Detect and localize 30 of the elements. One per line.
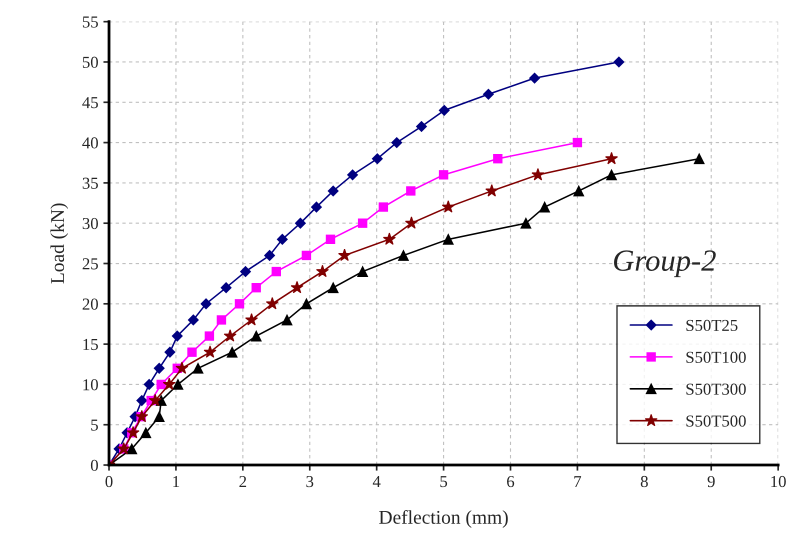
legend-label: S50T25 bbox=[686, 320, 738, 332]
x-tick-label: 7 bbox=[574, 476, 582, 488]
y-tick-label: 40 bbox=[82, 137, 98, 149]
y-tick-label: 25 bbox=[82, 258, 98, 270]
y-tick-label: 20 bbox=[82, 298, 98, 310]
legend-label: S50T500 bbox=[686, 415, 746, 427]
x-tick-label: 1 bbox=[173, 476, 180, 488]
y-tick-label: 0 bbox=[90, 460, 98, 471]
y-tick-label: 55 bbox=[82, 16, 98, 28]
x-tick-label: 4 bbox=[372, 476, 381, 488]
x-tick-label: 0 bbox=[105, 476, 113, 488]
annotation: Group-2 bbox=[614, 250, 716, 278]
legend-label: S50T300 bbox=[686, 384, 746, 395]
x-tick-label: 9 bbox=[708, 476, 715, 488]
x-tick-label: 2 bbox=[239, 476, 246, 488]
y-axis-title: Load (kN) bbox=[50, 203, 68, 284]
x-axis-title: Deflection (mm) bbox=[379, 510, 508, 528]
x-tick-label: 3 bbox=[306, 476, 314, 488]
y-tick-label: 45 bbox=[82, 97, 98, 108]
y-tick-label: 10 bbox=[83, 379, 98, 390]
y-tick-label: 15 bbox=[83, 338, 98, 350]
x-tick-label: 10 bbox=[771, 476, 786, 488]
x-tick-label: 5 bbox=[440, 476, 448, 488]
y-tick-label: 30 bbox=[82, 218, 98, 230]
y-tick-label: 35 bbox=[82, 178, 98, 189]
legend-label: S50T100 bbox=[686, 352, 746, 363]
y-tick-label: 50 bbox=[82, 56, 98, 68]
x-tick-label: 8 bbox=[640, 476, 648, 488]
x-tick-label: 6 bbox=[507, 476, 514, 488]
y-tick-label: 5 bbox=[91, 420, 98, 431]
